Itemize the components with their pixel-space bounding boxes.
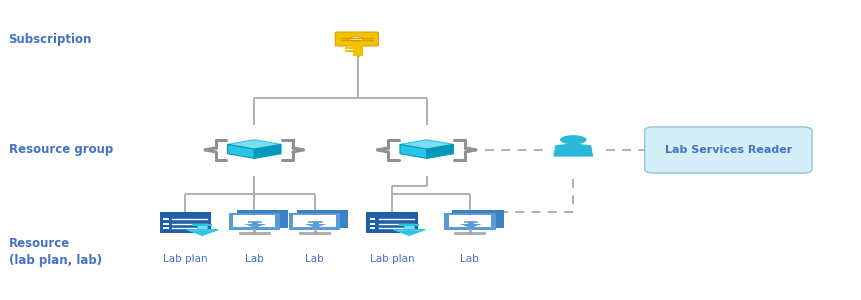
FancyBboxPatch shape bbox=[448, 215, 491, 227]
Polygon shape bbox=[393, 230, 424, 235]
FancyBboxPatch shape bbox=[236, 210, 288, 227]
FancyBboxPatch shape bbox=[443, 213, 495, 230]
Text: Lab Services Reader: Lab Services Reader bbox=[664, 145, 791, 155]
Text: Resource group: Resource group bbox=[9, 143, 113, 157]
FancyBboxPatch shape bbox=[232, 215, 276, 227]
Polygon shape bbox=[227, 140, 281, 149]
Text: Lab plan: Lab plan bbox=[369, 254, 414, 265]
FancyBboxPatch shape bbox=[293, 215, 336, 227]
FancyBboxPatch shape bbox=[313, 222, 319, 224]
Circle shape bbox=[560, 135, 585, 144]
FancyBboxPatch shape bbox=[296, 210, 348, 227]
Polygon shape bbox=[186, 230, 219, 236]
Circle shape bbox=[350, 37, 362, 41]
FancyBboxPatch shape bbox=[163, 218, 169, 220]
Polygon shape bbox=[393, 230, 425, 236]
Polygon shape bbox=[400, 144, 426, 158]
Polygon shape bbox=[400, 140, 453, 149]
Polygon shape bbox=[426, 144, 453, 158]
Text: Lab: Lab bbox=[305, 254, 324, 265]
FancyBboxPatch shape bbox=[369, 227, 375, 229]
FancyBboxPatch shape bbox=[352, 45, 362, 56]
FancyBboxPatch shape bbox=[159, 212, 211, 232]
FancyBboxPatch shape bbox=[369, 223, 375, 225]
FancyBboxPatch shape bbox=[335, 32, 378, 46]
FancyBboxPatch shape bbox=[288, 213, 340, 230]
Text: Subscription: Subscription bbox=[9, 32, 92, 46]
Polygon shape bbox=[227, 144, 254, 158]
FancyBboxPatch shape bbox=[252, 222, 258, 224]
FancyBboxPatch shape bbox=[644, 127, 811, 173]
FancyBboxPatch shape bbox=[366, 212, 418, 232]
Polygon shape bbox=[244, 224, 266, 228]
Polygon shape bbox=[459, 224, 481, 228]
FancyBboxPatch shape bbox=[344, 47, 352, 50]
Text: Resource
(lab plan, lab): Resource (lab plan, lab) bbox=[9, 237, 102, 267]
Polygon shape bbox=[304, 224, 326, 228]
FancyBboxPatch shape bbox=[468, 222, 474, 224]
FancyBboxPatch shape bbox=[228, 213, 280, 230]
FancyBboxPatch shape bbox=[451, 210, 503, 227]
Text: Lab: Lab bbox=[460, 254, 479, 265]
Text: Lab: Lab bbox=[245, 254, 263, 265]
FancyBboxPatch shape bbox=[197, 225, 208, 230]
FancyBboxPatch shape bbox=[344, 50, 352, 52]
Text: Lab plan: Lab plan bbox=[163, 254, 208, 265]
Polygon shape bbox=[187, 230, 217, 235]
FancyBboxPatch shape bbox=[404, 225, 414, 230]
Polygon shape bbox=[553, 144, 592, 157]
Polygon shape bbox=[254, 144, 281, 158]
FancyBboxPatch shape bbox=[369, 218, 375, 220]
FancyBboxPatch shape bbox=[163, 223, 169, 225]
FancyBboxPatch shape bbox=[163, 227, 169, 229]
